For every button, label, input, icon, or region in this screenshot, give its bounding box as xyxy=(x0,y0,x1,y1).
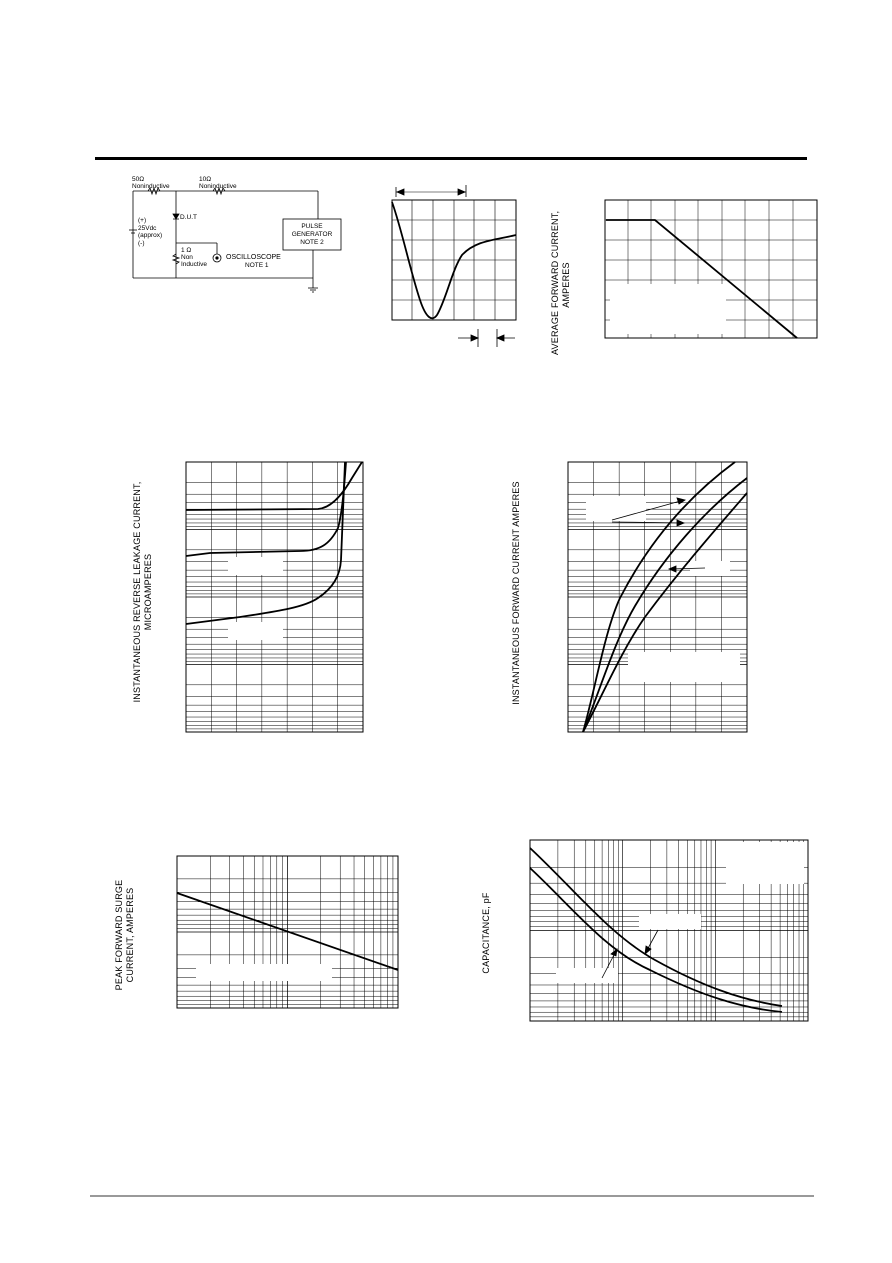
r1-value: 50Ω xyxy=(132,176,145,183)
dut-label: D.U.T xyxy=(180,214,197,221)
pulse-gen-line3: NOTE 2 xyxy=(300,239,324,246)
r3-value: 1 Ω xyxy=(181,247,192,254)
footer-rule xyxy=(90,1195,814,1197)
supply-negative: (-) xyxy=(138,240,145,247)
scope-label: OSCILLOSCOPE xyxy=(226,254,281,261)
r2-value: 10Ω xyxy=(199,176,212,183)
r3-desc-line1: Non xyxy=(181,254,193,261)
header-rule xyxy=(95,157,807,160)
supply-positive: (+) xyxy=(138,217,147,224)
pulse-gen-line1: PULSE xyxy=(301,223,323,230)
pulse-gen-line2: GENERATOR xyxy=(291,231,333,238)
r2-description: Noninductive xyxy=(199,183,237,190)
r1-description: Noninductive xyxy=(132,183,170,190)
scope-note: NOTE 1 xyxy=(245,262,269,269)
r3-desc-line2: Inductive xyxy=(181,261,208,268)
supply-approx: (approx) xyxy=(138,232,163,239)
supply-voltage: 25Vdc xyxy=(138,225,157,232)
